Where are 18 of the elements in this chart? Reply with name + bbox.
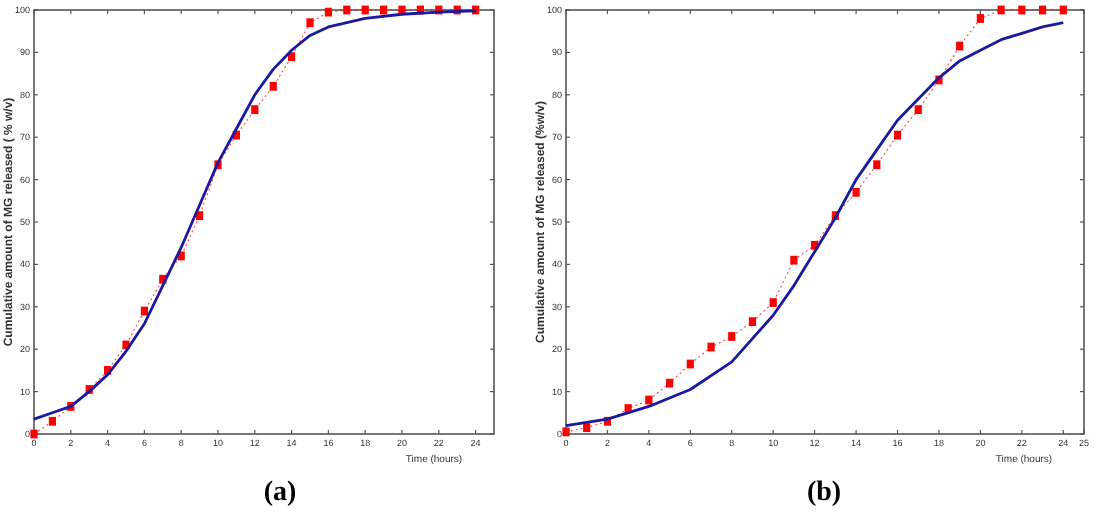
point [48,416,56,426]
point [583,423,591,433]
point [288,52,296,62]
point [728,332,736,341]
text: (a) [263,478,297,508]
text: (b) [806,478,842,508]
point [666,378,674,388]
point [976,14,984,23]
point [790,255,798,265]
point [873,160,881,170]
point [748,317,757,327]
point [769,298,777,307]
point [914,105,922,115]
point [269,81,277,91]
point [852,187,860,197]
point [306,18,314,28]
point [707,342,715,352]
point [251,105,259,115]
